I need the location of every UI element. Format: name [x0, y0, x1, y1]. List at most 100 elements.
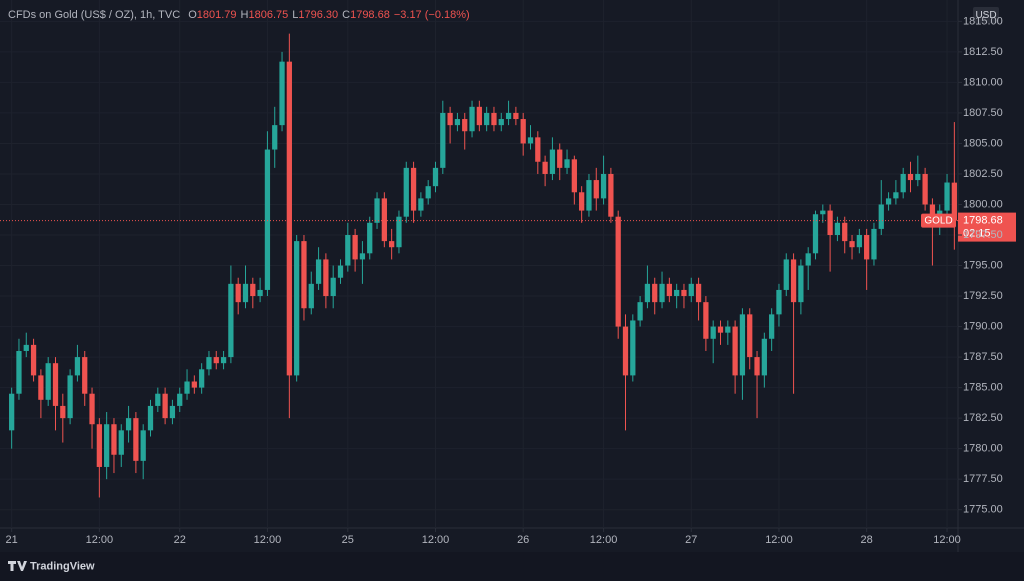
- candle-body: [301, 241, 307, 309]
- x-tick-label: 21: [6, 534, 18, 546]
- candle-body: [885, 198, 892, 205]
- brand-name: TradingView: [30, 560, 95, 572]
- candle-body: [235, 283, 241, 303]
- candle-body: [308, 283, 314, 309]
- candle-body: [622, 326, 629, 376]
- legend-value: 1806.75: [248, 9, 288, 21]
- candle-body: [520, 119, 526, 144]
- brand-logo: TradingView: [8, 560, 95, 572]
- candle-body: [944, 182, 950, 211]
- candle-body: [659, 283, 665, 303]
- x-tick-label: 12:00: [590, 534, 618, 546]
- price-tag: 1798.68: [963, 215, 1003, 227]
- y-tick-label: 1812.50: [963, 46, 1003, 58]
- candle-body: [849, 241, 855, 248]
- candle-body: [9, 393, 15, 431]
- candle-body: [790, 259, 797, 303]
- candle-body: [630, 320, 636, 376]
- candle-body: [118, 430, 124, 455]
- candle-body: [396, 216, 402, 248]
- footer-bar: [0, 552, 1024, 581]
- candle-body: [915, 173, 921, 181]
- candle-body: [52, 363, 59, 406]
- y-tick-label: 1775.00: [963, 504, 1003, 516]
- candle-body: [403, 167, 409, 217]
- candle-body: [425, 186, 431, 199]
- candle-body: [374, 198, 380, 223]
- candle-body: [140, 430, 146, 461]
- candle-body: [600, 173, 607, 199]
- candle-body: [710, 326, 716, 339]
- currency-label: USD: [975, 10, 996, 21]
- candle-body: [162, 393, 168, 419]
- candle-body: [754, 357, 760, 376]
- candle-body: [199, 369, 205, 388]
- grid: [0, 0, 958, 528]
- candle-body: [155, 393, 161, 406]
- countdown: 02:15: [963, 228, 991, 240]
- candle-body: [769, 314, 775, 339]
- x-tick-label: 12:00: [254, 534, 282, 546]
- candle-body: [739, 314, 746, 376]
- candle-body: [16, 350, 22, 394]
- candle-body: [549, 149, 556, 174]
- candle-body: [125, 418, 132, 431]
- legend-value: 1796.30: [298, 9, 338, 21]
- y-tick-label: 1815.00: [963, 15, 1003, 27]
- candle-body: [593, 180, 599, 199]
- y-tick-label: 1790.00: [963, 320, 1003, 332]
- candle-body: [381, 198, 387, 242]
- candle-body: [951, 182, 957, 221]
- y-tick-label: 1797.50: [963, 229, 1003, 241]
- candle-body: [893, 192, 899, 199]
- candle-body: [45, 363, 51, 400]
- candle-body: [330, 277, 336, 297]
- candle-body: [535, 137, 541, 162]
- legend-key: L: [292, 9, 298, 21]
- candle-body: [681, 289, 687, 297]
- candle-body: [206, 357, 212, 370]
- x-tick-label: 28: [861, 534, 873, 546]
- candle-body: [922, 173, 928, 205]
- candle-body: [505, 112, 512, 120]
- candle-body: [272, 125, 278, 150]
- candle-body: [812, 214, 819, 254]
- header-title: CFDs on Gold (US$ / OZ), 1h, TVC: [8, 9, 180, 21]
- candle-body: [264, 149, 271, 290]
- candle-body: [418, 198, 424, 211]
- candle-body: [732, 326, 738, 376]
- candle-body: [89, 393, 95, 425]
- candle-body: [337, 265, 344, 278]
- currency-badge: [973, 7, 999, 23]
- candle-body: [871, 228, 877, 260]
- candle-body: [878, 204, 884, 229]
- candle-body: [900, 173, 906, 193]
- candle-body: [615, 216, 621, 327]
- candle-body: [842, 222, 848, 242]
- candle-body: [820, 210, 826, 215]
- candle-body: [542, 161, 548, 174]
- candle-body: [747, 314, 753, 358]
- x-tick-label: 12:00: [422, 534, 450, 546]
- candle-body: [228, 283, 234, 358]
- candle-body: [579, 192, 585, 211]
- legend-change: −3.17 (−0.18%): [394, 9, 470, 21]
- candle-body: [725, 326, 731, 333]
- candle-body: [104, 424, 110, 467]
- candle-body: [798, 265, 804, 303]
- y-tick-label: 1782.50: [963, 412, 1003, 424]
- candle-body: [250, 283, 256, 297]
- x-tick-label: 12:00: [933, 534, 961, 546]
- candle-body: [74, 357, 81, 376]
- candles: [9, 33, 957, 498]
- candle-body: [257, 289, 263, 297]
- candle-body: [834, 222, 841, 236]
- y-tick-label: 1795.00: [963, 259, 1003, 271]
- candle-body: [666, 283, 672, 297]
- candle-body: [60, 405, 66, 419]
- candle-body: [776, 289, 782, 315]
